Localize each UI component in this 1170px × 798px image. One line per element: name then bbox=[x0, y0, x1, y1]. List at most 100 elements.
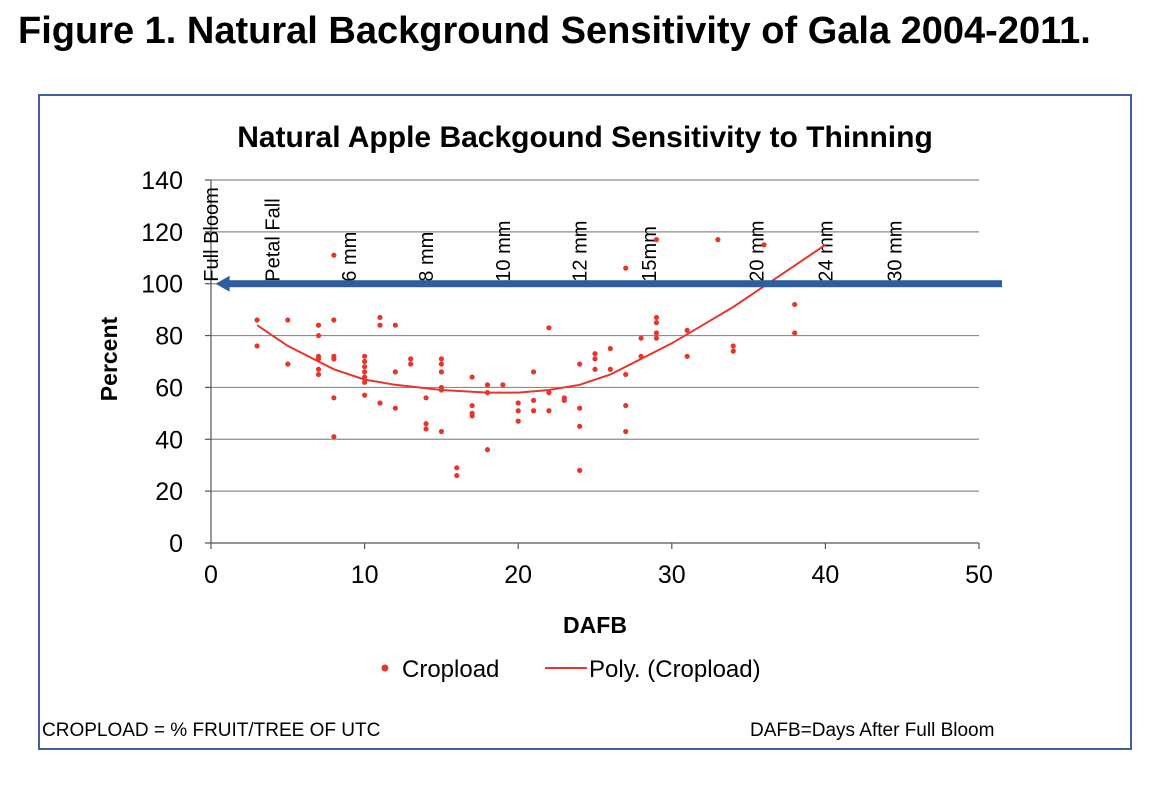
data-point bbox=[546, 408, 552, 414]
arrow-shaft bbox=[227, 280, 1003, 288]
data-point bbox=[577, 405, 583, 411]
data-point bbox=[392, 322, 398, 328]
data-point bbox=[377, 314, 383, 321]
data-point bbox=[730, 343, 736, 349]
data-point bbox=[362, 392, 368, 398]
x-tick-label: 20 bbox=[504, 561, 532, 589]
stage-label: 10 mm bbox=[493, 221, 515, 282]
data-point bbox=[684, 327, 690, 333]
x-tick-label: 50 bbox=[965, 561, 993, 589]
y-tick-label: 20 bbox=[155, 478, 183, 506]
chart-title: Natural Apple Backgound Sensitivity to T… bbox=[237, 121, 933, 154]
stage-labels: Full Bloom Petal Fall 6 mm 8 mm 10 mm 12 mm 15… bbox=[201, 187, 907, 281]
footnote-dafb: DAFB=Days After Full Bloom bbox=[750, 720, 995, 741]
data-point bbox=[423, 395, 429, 401]
y-tick-label: 120 bbox=[141, 219, 183, 247]
data-point bbox=[254, 343, 260, 349]
legend-label-trendline: Poly. (Cropload) bbox=[589, 656, 761, 683]
data-point bbox=[454, 472, 460, 479]
data-point bbox=[638, 335, 644, 341]
data-point bbox=[484, 390, 491, 396]
data-point bbox=[315, 366, 322, 372]
data-point bbox=[607, 366, 613, 372]
data-point bbox=[484, 447, 491, 453]
x-axis-label: DAFB bbox=[563, 612, 627, 638]
data-point bbox=[592, 351, 598, 357]
data-point bbox=[315, 371, 322, 378]
legend: • Cropload Poly. (Cropload) bbox=[378, 655, 761, 683]
data-point bbox=[715, 237, 721, 243]
data-point bbox=[515, 408, 521, 414]
data-point bbox=[530, 408, 537, 414]
stage-label: 20 mm bbox=[746, 221, 768, 282]
data-point bbox=[653, 314, 660, 321]
footnote-cropload: CROPLOAD = % FRUIT/TREE OF UTC bbox=[42, 720, 381, 741]
x-tick-label: 30 bbox=[658, 561, 686, 589]
y-tick-label: 140 bbox=[141, 167, 183, 195]
y-tick-label: 60 bbox=[155, 374, 183, 402]
data-point bbox=[377, 322, 383, 328]
stage-label: 8 mm bbox=[416, 232, 438, 282]
data-point bbox=[315, 322, 322, 328]
stage-label: Petal Fall bbox=[262, 198, 284, 281]
data-point bbox=[653, 335, 660, 341]
data-point bbox=[515, 400, 521, 406]
data-point bbox=[362, 369, 368, 375]
data-point bbox=[546, 325, 552, 331]
stage-label: 24 mm bbox=[815, 221, 837, 282]
data-point bbox=[315, 356, 322, 362]
y-axis-label: Percent bbox=[96, 316, 122, 401]
data-point bbox=[469, 413, 475, 419]
trendline-path bbox=[256, 243, 826, 394]
data-point bbox=[530, 369, 537, 375]
data-point bbox=[408, 361, 414, 367]
data-point bbox=[484, 382, 491, 388]
data-point bbox=[285, 361, 291, 367]
data-point bbox=[454, 465, 460, 471]
stage-label: 12 mm bbox=[570, 221, 592, 282]
data-point bbox=[331, 395, 337, 401]
stage-label: 6 mm bbox=[339, 232, 361, 282]
data-point bbox=[792, 301, 798, 308]
data-point bbox=[792, 330, 798, 336]
y-tick-label: 40 bbox=[155, 426, 183, 454]
arrow-annotation bbox=[215, 275, 1003, 292]
data-point bbox=[392, 405, 398, 411]
x-tick-label: 0 bbox=[204, 561, 218, 589]
data-point bbox=[638, 353, 644, 359]
data-point bbox=[730, 348, 736, 354]
data-point bbox=[607, 345, 613, 352]
data-point bbox=[592, 356, 598, 362]
data-point bbox=[331, 317, 337, 323]
data-point bbox=[577, 361, 583, 367]
x-tick-label: 10 bbox=[351, 561, 379, 589]
x-tick-label: 40 bbox=[811, 561, 839, 589]
data-point bbox=[362, 379, 368, 385]
legend-marker-cropload: • bbox=[378, 655, 392, 683]
data-point bbox=[653, 237, 660, 243]
arrow-head bbox=[215, 275, 230, 292]
grid-lines bbox=[211, 179, 979, 492]
y-tick-label: 0 bbox=[169, 530, 183, 558]
data-point bbox=[438, 387, 444, 393]
legend-label-cropload: Cropload bbox=[402, 656, 499, 683]
data-point bbox=[438, 361, 444, 367]
data-point bbox=[623, 428, 629, 435]
data-point bbox=[331, 434, 337, 440]
data-point bbox=[362, 374, 368, 380]
data-point bbox=[469, 402, 475, 409]
figure-title: Figure 1. Natural Background Sensitivity… bbox=[18, 10, 1091, 52]
data-point bbox=[684, 353, 690, 359]
data-point bbox=[546, 390, 552, 396]
data-point bbox=[469, 374, 475, 380]
data-point bbox=[623, 402, 629, 409]
data-point bbox=[423, 421, 429, 427]
data-point bbox=[577, 423, 583, 429]
data-point bbox=[423, 426, 429, 432]
data-point bbox=[653, 330, 660, 336]
stage-label: 15mm bbox=[639, 226, 661, 282]
chart-canvas: Natural Apple Backgound Sensitivity to T… bbox=[96, 121, 1003, 683]
data-point bbox=[362, 358, 368, 365]
data-point bbox=[438, 356, 444, 362]
data-point bbox=[438, 369, 444, 375]
